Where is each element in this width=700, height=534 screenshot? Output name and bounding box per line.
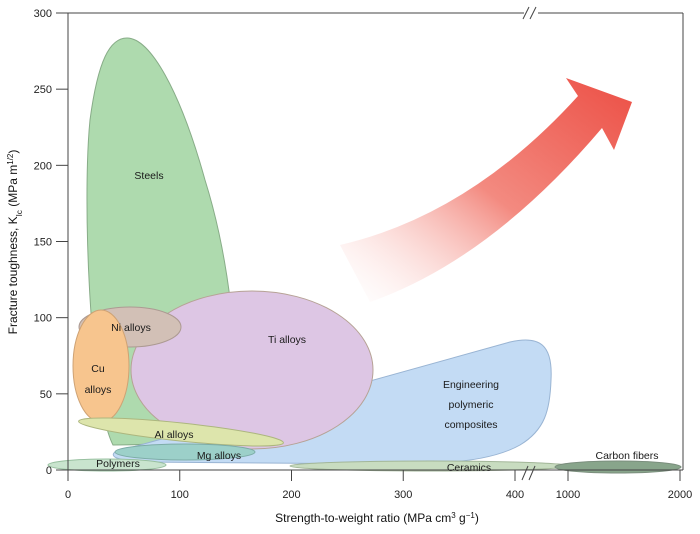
label-al-alloys: Al alloys	[154, 429, 193, 441]
label-steels: Steels	[134, 170, 163, 182]
y-tick-label: 50	[40, 389, 52, 401]
label-carbon-fibers: Carbon fibers	[595, 450, 658, 462]
region-mg-alloys	[114, 443, 256, 461]
y-tick-label: 200	[34, 160, 52, 172]
region-carbon-fibers	[554, 460, 682, 474]
x-tick-label: 100	[171, 489, 189, 501]
label-mg-alloys: Mg alloys	[197, 450, 241, 462]
x-tick-label: 300	[394, 489, 412, 501]
axis-break-bottom	[521, 465, 536, 481]
axis-break-top	[522, 6, 537, 20]
x-axis-label: Strength-to-weight ratio (MPa cm3 g−1)	[275, 511, 479, 526]
label-cu: Cu	[91, 363, 105, 375]
x-tick-label: 1000	[556, 489, 580, 501]
x-tick-label: 400	[506, 489, 524, 501]
y-tick-label: 100	[34, 313, 52, 325]
label-ceramics: Ceramics	[447, 462, 491, 474]
y-tick-label: 0	[46, 465, 52, 477]
x-tick-label: 200	[282, 489, 300, 501]
label-composites-1: Engineering	[443, 379, 499, 391]
y-axis-label: Fracture toughness, KIc (MPa m1/2)	[6, 150, 24, 335]
y-tick-label: 150	[34, 237, 52, 249]
improvement-arrow	[340, 78, 632, 302]
label-composites-3: composites	[444, 419, 497, 431]
y-tick-label: 250	[34, 84, 52, 96]
label-polymers: Polymers	[96, 458, 140, 470]
label-cu-alloys: alloys	[85, 384, 112, 396]
y-tick-label: 300	[34, 8, 52, 20]
region-polymers	[47, 458, 167, 472]
x-tick-label: 2000	[668, 489, 692, 501]
x-tick-label: 0	[65, 489, 71, 501]
label-composites-2: polymeric	[449, 399, 494, 411]
label-ti-alloys: Ti alloys	[268, 334, 306, 346]
label-ni-alloys: Ni alloys	[111, 322, 151, 334]
region-al-alloys	[78, 417, 284, 447]
region-ti-alloys	[130, 290, 374, 450]
